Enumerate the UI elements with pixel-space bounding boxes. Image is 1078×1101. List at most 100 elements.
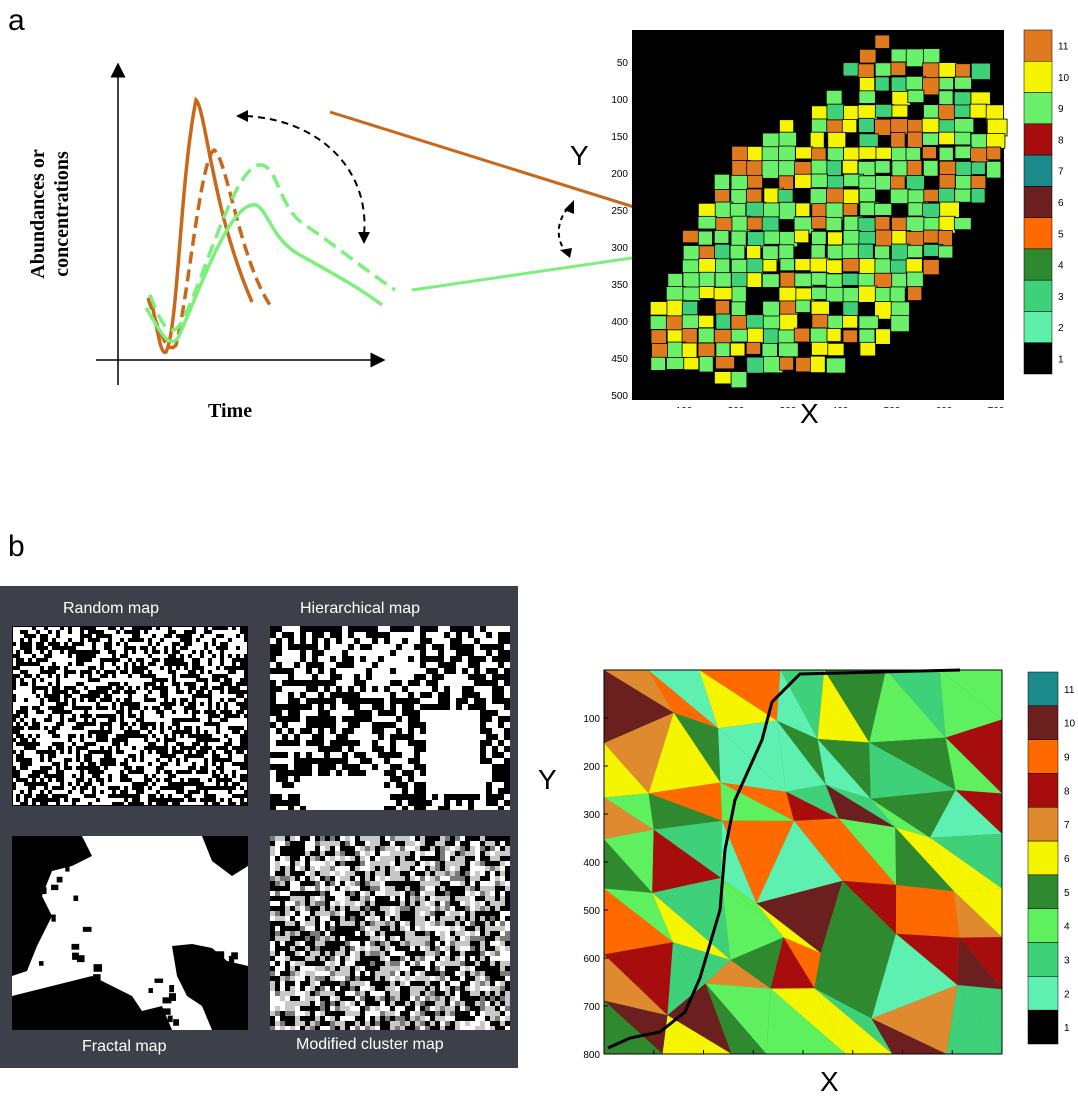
map-b-colorbar-label: 5 (1064, 888, 1070, 899)
map-a-colorbar-label: 10 (1058, 73, 1070, 84)
map-b-patch (820, 880, 896, 954)
map-a-y-tick-label: 250 (611, 206, 628, 217)
map-a-colorbar-swatch (1023, 61, 1053, 93)
map-b-patch (672, 942, 731, 984)
map-b-patch (756, 903, 821, 954)
map-a-colorbar-swatch (1023, 279, 1053, 312)
map-a-colorbar-label: 1 (1058, 354, 1064, 365)
panel-a-label: a (8, 4, 25, 37)
map-b-boundary-line (607, 668, 961, 1050)
map-b-y-tick-label: 500 (583, 906, 600, 917)
random-map-title: Random map (63, 600, 160, 617)
map-b-patch (604, 829, 654, 893)
map-b-patch (766, 988, 846, 1054)
map-b-y-tick-label: 400 (583, 858, 600, 869)
map-b-patch (945, 737, 1002, 794)
map-b-patch (648, 712, 721, 794)
curves-xlabel: Time (208, 400, 253, 422)
map-b-patch (871, 985, 958, 1054)
map-b-colorbar-label: 1 (1064, 1023, 1070, 1034)
map-b-colorbar: 11 10 9 8 7 6 5 4 3 2 1 (1027, 671, 1076, 1045)
map-a-x-tick-label: 500 (884, 406, 901, 408)
map-b-patch (794, 818, 843, 881)
map-a-colorbar-swatch (1023, 217, 1053, 250)
curves-ylabel-line1: Abundances or (27, 149, 49, 279)
map-a-colorbar-label: 9 (1058, 104, 1064, 115)
map-a-x-tick-label: 700 (988, 406, 1005, 408)
map-b-patch (662, 1015, 732, 1054)
orange-solid-curve (148, 96, 254, 354)
map-b-patch (604, 743, 649, 798)
map-a-x-tick-label: 300 (780, 406, 797, 408)
curved-dashed-arrow (245, 115, 366, 236)
map-b-patch (895, 933, 960, 986)
map-a-colorbar-swatch (1023, 186, 1053, 218)
map-b-y-tick-label: 100 (583, 714, 600, 725)
hierarchical-map (270, 626, 510, 810)
map-b-patch (673, 712, 721, 783)
map-a-colorbar-label: 11 (1058, 42, 1069, 53)
map-a-y-tick-label: 200 (611, 169, 628, 180)
map-b-y-tick-label: 600 (583, 954, 600, 965)
map-a-y-tick-label: 400 (611, 317, 628, 328)
map-b-patch (814, 953, 872, 1019)
map-b-patch (780, 670, 825, 739)
map-b-colorbar-label: 4 (1064, 922, 1070, 933)
map-b-patch (705, 983, 767, 1054)
map-a-y-tick-label: 100 (611, 95, 628, 106)
curves-ylabel: Abundances or concentrations (26, 94, 74, 334)
map-b-colorbar-label: 11 (1064, 685, 1075, 696)
map-b-patch (930, 837, 1002, 892)
map-b-patch (817, 738, 871, 799)
landscape-types-panel: Random map Hierarchical map Fractal map … (0, 586, 518, 1068)
map-a-y-ticks: 50 100 150 200 250 300 350 400 450 500 (611, 58, 636, 402)
abundance-curves-diagram (96, 62, 396, 385)
map-a-y-tick-label: 300 (611, 243, 628, 254)
map-b-patch (930, 790, 1002, 838)
map-b-patch (604, 670, 674, 744)
map-b-colorbar-swatch (1027, 807, 1059, 842)
map-b-colorbar-swatch (1027, 908, 1059, 943)
orange-dashed-curve (146, 148, 272, 350)
map-a-colorbar-label: 6 (1058, 198, 1064, 209)
map-a-colorbar-label: 8 (1058, 135, 1064, 146)
map-b-y-tick-label: 800 (583, 1050, 600, 1060)
map-a-x-tick-label: 200 (728, 406, 745, 408)
curves-ylabel-line2: concentrations (51, 151, 73, 277)
map-a-colorbar-swatch (1023, 342, 1053, 375)
map-b-patch (869, 670, 946, 743)
map-b-colorbar-label: 8 (1064, 786, 1070, 797)
map-b-patch (825, 784, 896, 828)
map-b-patch (953, 888, 1002, 938)
map-b-patch (604, 942, 673, 1016)
map-b-patch (604, 712, 674, 794)
map-b-patch (770, 937, 815, 989)
map-b-colorbar-swatch (1027, 840, 1059, 876)
map-b-patches (604, 670, 1002, 1054)
map-a-y-tick-label: 150 (611, 132, 628, 143)
map-b-patch (871, 1018, 947, 1054)
map-b-patch (705, 983, 771, 1054)
map-a-colorbar-swatch (1023, 248, 1053, 281)
map-b-patch (953, 891, 1002, 938)
map-a-colorbar-label: 7 (1058, 167, 1064, 178)
map-b-patch (930, 833, 1002, 889)
map-b-patch (667, 983, 732, 1054)
map-b-patch (720, 782, 795, 821)
map-b-colorbar-swatch (1027, 874, 1059, 909)
map-a-x-tick-label: 100 (676, 406, 693, 408)
map-a-y-tick-label: 50 (617, 58, 629, 69)
map-a-colorbar-swatch (1023, 92, 1053, 125)
map-b-patch (895, 885, 960, 938)
map-b-y-ticks: 100 200 300 400 500 600 700 800 (583, 714, 608, 1060)
map-a-colorbar: 11 10 9 8 7 6 5 4 3 2 1 (1023, 29, 1070, 375)
map-b-colorbar-swatch (1027, 671, 1059, 707)
map-b-patch (604, 1000, 668, 1054)
map-a-colorbar-swatch (1023, 154, 1053, 187)
fractal-map (12, 836, 248, 1030)
map-a-colorbar-swatch (1023, 123, 1053, 156)
map-b-patch (770, 988, 846, 1054)
map-b-patch (955, 790, 1002, 834)
